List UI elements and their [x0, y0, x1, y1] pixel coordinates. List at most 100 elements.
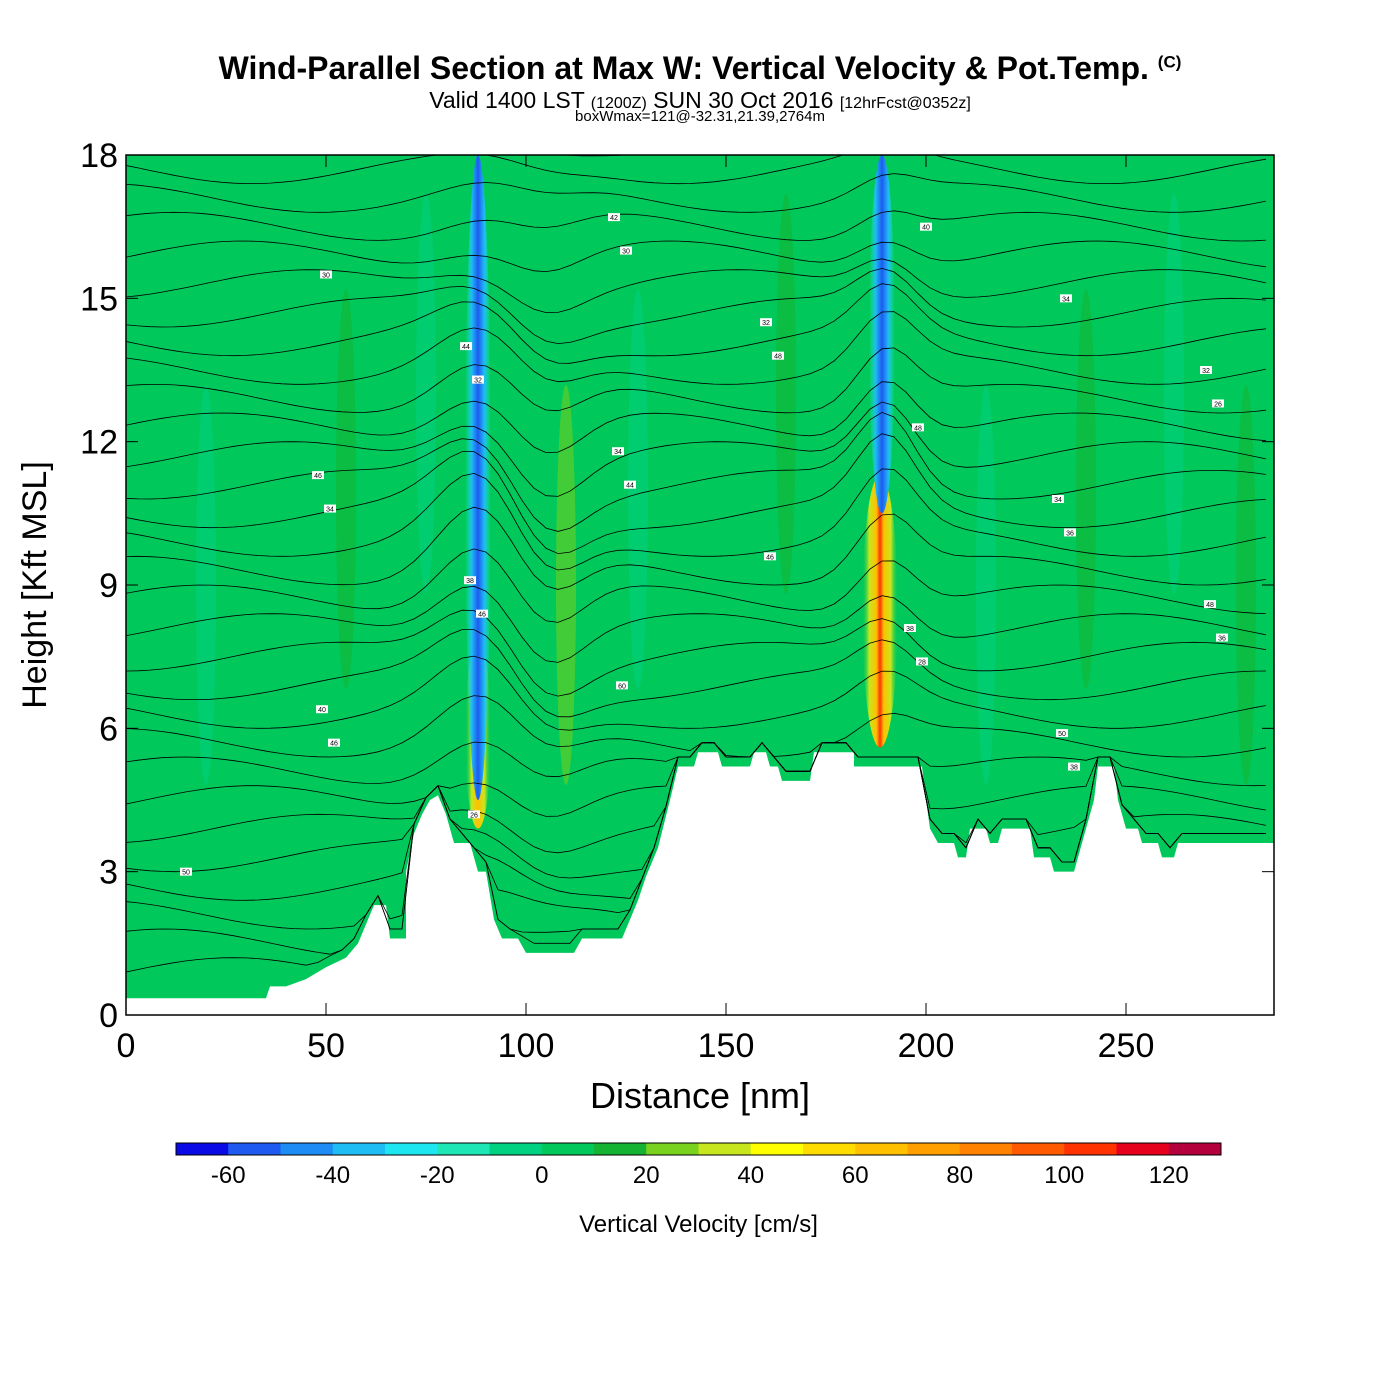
- isentrope-label: 36: [1218, 636, 1226, 643]
- isentrope-label: 50: [182, 870, 190, 877]
- x-tick-label: 200: [898, 1027, 955, 1065]
- isentrope-label: 26: [1214, 401, 1222, 408]
- colorbar-swatch: [750, 1143, 804, 1155]
- isentrope-line: [126, 548, 1267, 623]
- isentrope-label-bg: [912, 423, 924, 432]
- colorbar-swatch: [228, 1143, 281, 1155]
- y-tick-label: 18: [80, 137, 118, 175]
- colorbar-tick-label: 60: [842, 1162, 869, 1189]
- isentrope-label-bg: [320, 270, 332, 279]
- velocity-feature: [465, 155, 491, 800]
- isentrope-label: 26: [470, 812, 478, 819]
- isentrope-line: [126, 240, 1267, 273]
- colorbar-frame: [175, 1142, 1222, 1156]
- isentrope-label-bg: [1064, 528, 1076, 537]
- isentrope-label-bg: [920, 222, 932, 231]
- isentrope-line: [126, 401, 1267, 497]
- x-tick-label: 0: [117, 1027, 136, 1065]
- isentrope-label-bg: [620, 246, 632, 255]
- colorbar-swatch: [646, 1143, 699, 1155]
- isentrope-label-bg: [316, 705, 328, 714]
- isentrope-label: 38: [1070, 765, 1078, 772]
- isentrope-line: [126, 655, 1267, 731]
- isentrope-label-bg: [772, 351, 784, 360]
- velocity-band: [976, 385, 996, 785]
- isentrope-label-bg: [1212, 399, 1224, 408]
- isentrope-label: 44: [626, 483, 634, 490]
- colorbar-swatch: [803, 1143, 856, 1155]
- isentrope-line: [126, 283, 1267, 364]
- isentrope-label-bg: [1216, 633, 1228, 642]
- colorbar-swatch: [332, 1143, 386, 1155]
- isentrope-label-bg: [1204, 600, 1216, 609]
- isentrope-label: 34: [1054, 497, 1062, 504]
- isentrope-line: [126, 267, 1267, 345]
- isentrope-label: 50: [1058, 731, 1066, 738]
- y-axis-label: Height [Kft MSL]: [16, 461, 54, 709]
- velocity-band: [1164, 193, 1184, 594]
- isentrope-label: 60: [618, 683, 626, 690]
- isentrope-label: 34: [614, 449, 622, 456]
- x-axis-label: Distance [nm]: [590, 1075, 810, 1116]
- isentrope-line: [126, 695, 1267, 758]
- terrain: [126, 752, 1274, 1015]
- y-tick-label: 9: [99, 567, 118, 605]
- y-tick-label: 0: [99, 997, 118, 1035]
- isentrope-label-bg: [180, 867, 192, 876]
- isentrope-label: 44: [462, 344, 470, 351]
- isentrope-label-bg: [324, 504, 336, 513]
- y-tick-label: 3: [99, 854, 118, 892]
- y-tick-label: 15: [80, 280, 118, 318]
- isentrope-line: [126, 609, 1267, 697]
- colorbar-tick-label: -60: [211, 1162, 246, 1189]
- isentrope-line: [126, 311, 1267, 385]
- colorbar-swatch: [280, 1143, 334, 1155]
- isentrope-label: 28: [918, 659, 926, 666]
- isentrope-label: 40: [318, 707, 326, 714]
- colorbar-swatch: [855, 1143, 908, 1155]
- isentrope-label-bg: [608, 213, 620, 222]
- colorbar-tick-label: -40: [315, 1162, 350, 1189]
- isentrope-line: [126, 506, 1267, 590]
- isentrope-label: 46: [478, 612, 486, 619]
- isentrope-label-bg: [1056, 729, 1068, 738]
- colorbar-tick-label: 40: [737, 1162, 764, 1189]
- isentrope-label-bg: [764, 552, 776, 561]
- velocity-band: [776, 193, 796, 594]
- isentrope-label: 42: [610, 215, 618, 222]
- chart-title: Wind-Parallel Section at Max W: Vertical…: [218, 50, 1182, 86]
- isentrope-line: [126, 173, 1267, 213]
- isentrope-label: 38: [466, 578, 474, 585]
- isentrope-label-bg: [1060, 294, 1072, 303]
- isentrope-label: 48: [914, 425, 922, 432]
- isentrope-label: 46: [766, 554, 774, 561]
- colorbar-tick-label: 20: [633, 1162, 660, 1189]
- colorbar-tick-label: 0: [535, 1162, 548, 1189]
- isentrope-label-bg: [476, 609, 488, 618]
- colorbar-swatch: [907, 1143, 961, 1155]
- isentrope-label: 38: [906, 626, 914, 633]
- chart-subtitle: Valid 1400 LST (1200Z) SUN 30 Oct 2016 […: [429, 87, 971, 113]
- colorbar-tick-label: 100: [1044, 1162, 1084, 1189]
- colorbar-swatch: [385, 1143, 438, 1155]
- velocity-feature: [869, 155, 895, 514]
- isentrope-label: 48: [1206, 602, 1214, 609]
- isentrope-label-bg: [1068, 762, 1080, 771]
- isentrope-line: [126, 258, 1267, 314]
- x-tick-label: 100: [498, 1027, 555, 1065]
- colorbar-swatch: [1168, 1143, 1222, 1155]
- isentrope-label: 48: [774, 354, 782, 361]
- colorbar-tick-label: 120: [1149, 1162, 1189, 1189]
- isentrope-line: [126, 210, 1267, 242]
- isentrope-line: [126, 381, 1267, 454]
- isentrope-label: 46: [314, 473, 322, 480]
- isentrope-label: 30: [322, 272, 330, 279]
- isentrope-line: [126, 347, 1267, 414]
- isentrope-label: 34: [326, 507, 334, 514]
- velocity-band: [416, 193, 436, 594]
- velocity-band: [1076, 289, 1096, 690]
- isentrope-label-bg: [624, 480, 636, 489]
- colorbar-label: Vertical Velocity [cm/s]: [579, 1211, 818, 1238]
- isentrope-label-bg: [312, 471, 324, 480]
